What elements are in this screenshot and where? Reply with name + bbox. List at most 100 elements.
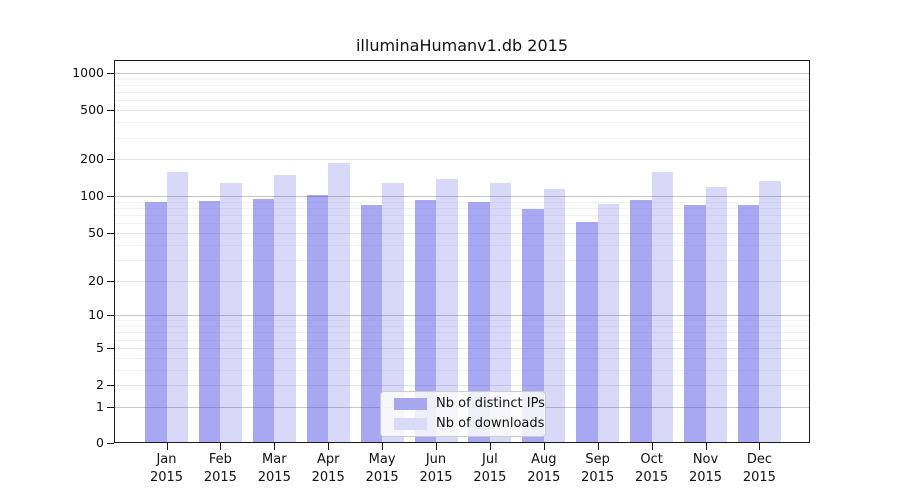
y-tick-mark [107, 406, 114, 408]
x-tick-mark [328, 443, 330, 450]
y-tick-label: 5 [96, 339, 104, 355]
x-tick-mark [220, 443, 222, 450]
x-tick-mark [705, 443, 707, 450]
y-tick-mark [107, 347, 114, 349]
bar-downloads-feb [220, 183, 242, 442]
y-tick-label: 0 [96, 435, 104, 450]
bar-downloads-dec [759, 180, 781, 442]
bar-distinct-ips-apr [306, 194, 329, 442]
x-tick-label-jul: Jul 2015 [473, 452, 507, 485]
y-tick-label: 50 [88, 224, 104, 240]
bar-downloads-sep [597, 204, 620, 442]
bar-distinct-ips-feb [198, 200, 221, 442]
gridline-minor [115, 332, 809, 334]
bar-distinct-ips-oct [630, 200, 652, 442]
x-tick-mark [651, 443, 653, 450]
y-tick-label: 1000 [72, 64, 104, 80]
gridline [115, 280, 809, 282]
bar-distinct-ips-jul [468, 201, 490, 442]
x-tick-mark [759, 443, 761, 450]
bar-distinct-ips-may [360, 205, 383, 442]
bar-downloads-may [382, 183, 404, 442]
gridline-minor [115, 208, 809, 210]
x-tick-mark [597, 443, 599, 450]
gridline-minor [115, 122, 809, 124]
x-tick-label-apr: Apr 2015 [311, 452, 345, 485]
x-tick-label-sep: Sep 2015 [581, 452, 615, 485]
gridline-major [115, 72, 809, 74]
gridline [115, 347, 809, 349]
gridline [115, 110, 809, 112]
legend-item-distinct-ips: Nb of distinct IPs [394, 396, 545, 413]
gridline-minor [115, 259, 809, 261]
y-tick-label: 100 [80, 188, 104, 204]
gridline-minor [115, 339, 809, 341]
bar-downloads-aug [543, 189, 566, 442]
chart-title: illuminaHumanv1.db 2015 [355, 36, 568, 55]
gridline-minor [115, 78, 809, 80]
y-tick-label: 500 [80, 102, 104, 118]
bar-distinct-ips-mar [252, 199, 275, 442]
legend-item-downloads: Nb of downloads [394, 416, 545, 433]
y-tick-label: 10 [88, 307, 104, 323]
gridline [115, 232, 809, 234]
gridline-minor [115, 137, 809, 139]
x-tick-label-mar: Mar 2015 [257, 452, 291, 485]
gridline-minor [115, 201, 809, 203]
y-tick-mark [107, 196, 114, 198]
x-tick-mark [274, 443, 276, 450]
x-tick-label-jun: Jun 2015 [419, 452, 453, 485]
x-tick-label-jan: Jan 2015 [149, 452, 184, 485]
bar-distinct-ips-jan [145, 202, 167, 442]
gridline-minor [115, 215, 809, 217]
y-tick-mark [107, 72, 114, 74]
y-tick-label: 2 [96, 377, 104, 392]
gridline-minor [115, 320, 809, 322]
x-tick-label-oct: Oct 2015 [635, 452, 669, 485]
bar-downloads-mar [274, 174, 296, 442]
gridline-minor [115, 326, 809, 327]
x-tick-label-feb: Feb 2015 [203, 452, 237, 485]
bar-downloads-jul [489, 183, 512, 442]
x-tick-mark [543, 443, 545, 450]
gridline-minor [115, 244, 809, 246]
x-tick-label-dec: Dec 2015 [742, 452, 776, 485]
bar-distinct-ips-jun [414, 200, 436, 442]
plot-area [114, 60, 810, 443]
x-tick-mark [382, 443, 384, 450]
x-tick-mark [436, 443, 437, 450]
y-tick-mark [107, 232, 114, 234]
gridline-major [115, 196, 809, 198]
bar-downloads-apr [328, 163, 350, 442]
gridline-minor [115, 84, 809, 86]
y-tick-mark [107, 315, 114, 317]
bar-distinct-ips-sep [576, 221, 598, 442]
x-tick-label-aug: Aug 2015 [527, 452, 561, 485]
x-tick-mark [166, 443, 168, 450]
gridline-minor [115, 100, 809, 102]
gridline [115, 385, 809, 386]
bar-downloads-jan [166, 172, 188, 442]
y-tick-mark [107, 110, 114, 112]
bar-downloads-oct [651, 172, 674, 442]
bar-downloads-jun [436, 179, 458, 442]
gridline-major [115, 315, 809, 317]
bar-distinct-ips-nov [684, 205, 706, 442]
y-tick-label: 20 [88, 272, 104, 288]
y-tick-label: 1 [96, 398, 104, 414]
legend-label-distinct-ips: Nb of distinct IPs [436, 396, 545, 411]
legend: Nb of distinct IPs Nb of downloads [380, 391, 546, 437]
bar-downloads-nov [705, 187, 727, 442]
bar-distinct-ips-aug [522, 209, 544, 442]
bar-distinct-ips-dec [737, 205, 760, 442]
x-tick-mark [489, 443, 491, 450]
gridline [115, 159, 809, 161]
gridline-minor [115, 223, 809, 225]
gridline-minor [115, 369, 809, 371]
y-tick-mark [107, 280, 114, 282]
y-tick-mark [107, 443, 114, 444]
legend-swatch-downloads-icon [394, 418, 427, 430]
y-tick-mark [107, 385, 114, 386]
gridline-minor [115, 357, 809, 359]
